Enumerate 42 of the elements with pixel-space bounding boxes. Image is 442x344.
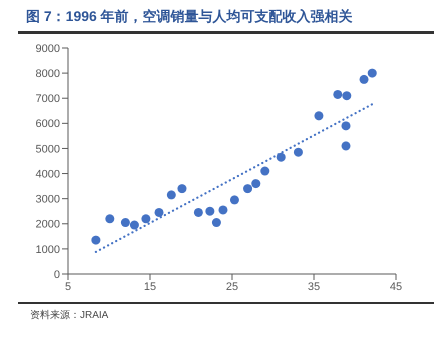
point	[243, 184, 252, 194]
point	[166, 190, 176, 200]
y-tick-label: 0	[54, 268, 60, 281]
x-tick-label: 45	[390, 280, 402, 293]
point	[130, 220, 139, 230]
point	[251, 179, 260, 188]
y-tick-label: 7000	[36, 93, 60, 106]
chart-title: 图 7：1996 年前，空调销量与人均可支配收入强相关	[26, 8, 354, 26]
point	[341, 121, 350, 130]
point	[294, 148, 303, 157]
point	[212, 218, 221, 228]
point	[91, 236, 100, 245]
point	[194, 208, 203, 217]
point	[314, 111, 324, 120]
y-tick-label: 5000	[36, 143, 60, 156]
point	[120, 218, 130, 228]
x-tick-label: 25	[226, 280, 238, 293]
point	[333, 90, 342, 99]
point	[260, 166, 270, 176]
point	[368, 68, 377, 78]
y-tick-label: 9000	[36, 42, 60, 55]
point	[141, 214, 150, 224]
point	[105, 214, 114, 224]
y-tick-label: 4000	[36, 168, 60, 180]
y-tick-label: 1000	[36, 244, 60, 256]
point	[230, 195, 239, 204]
y-tick-label: 6000	[36, 118, 60, 130]
y-tick-label: 2000	[36, 218, 60, 231]
x-tick-label: 15	[144, 280, 156, 293]
point	[360, 74, 369, 84]
point	[205, 206, 214, 216]
point	[342, 91, 352, 100]
point	[341, 141, 350, 150]
point	[177, 184, 186, 194]
x-tick-label: 5	[64, 280, 72, 293]
text: 资料来源：JRAIA	[30, 308, 110, 322]
point	[276, 152, 286, 162]
y-tick-label: 8000	[36, 68, 60, 80]
point	[154, 208, 164, 217]
x-tick-label: 35	[308, 280, 320, 293]
y-tick-label: 3000	[36, 194, 60, 206]
point	[218, 205, 228, 214]
